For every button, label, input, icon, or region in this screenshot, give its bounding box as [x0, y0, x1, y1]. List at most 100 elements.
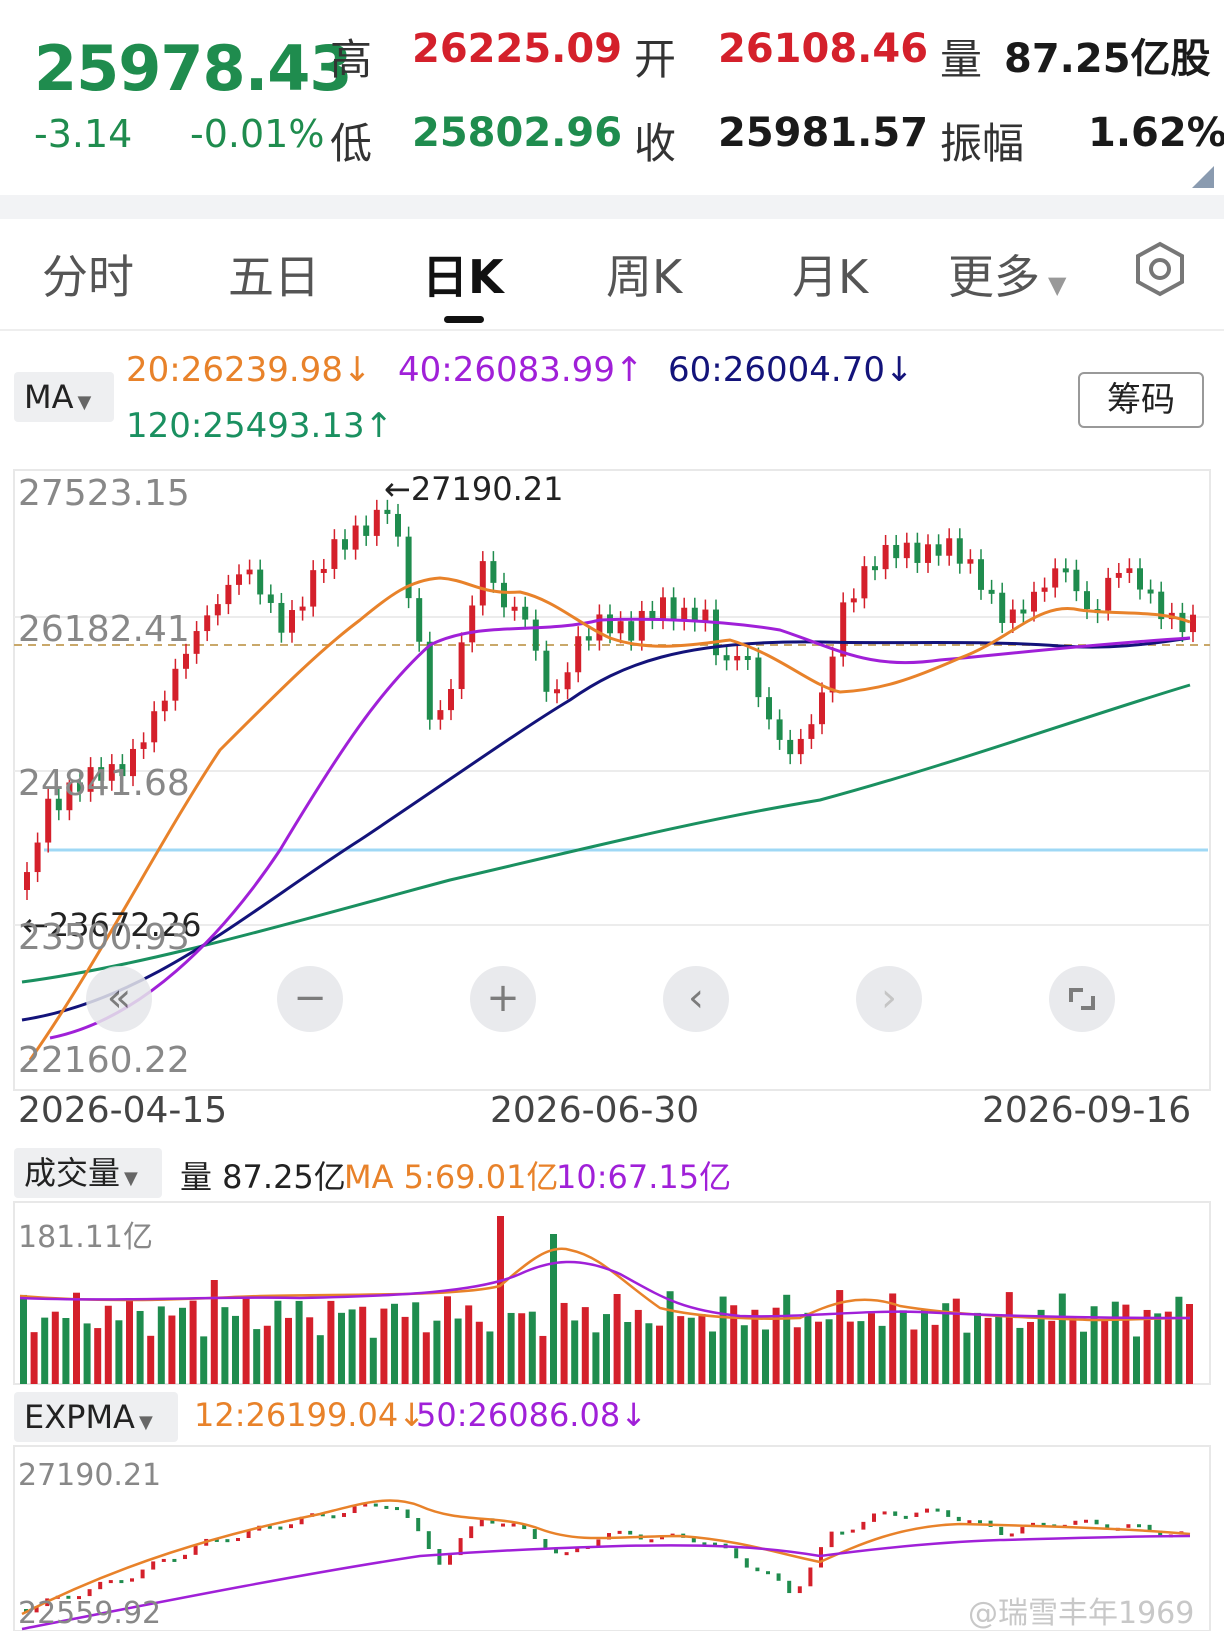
candle	[363, 525, 370, 536]
volume-bar	[709, 1331, 716, 1384]
volume-bar	[507, 1312, 515, 1384]
settings-hexagon-icon[interactable]	[1132, 241, 1188, 297]
zoom-in-button[interactable]: +	[470, 966, 536, 1032]
volume-bar	[1122, 1304, 1130, 1384]
candle	[956, 538, 963, 564]
candle	[77, 782, 83, 792]
candle	[151, 711, 158, 743]
volume-bar	[740, 1325, 748, 1384]
volume-bar	[613, 1294, 621, 1384]
candle	[596, 614, 603, 641]
tab-daily-k[interactable]: 日K	[422, 250, 504, 304]
expma-candle	[543, 1538, 548, 1549]
volume-bar	[285, 1317, 292, 1384]
candle	[755, 657, 762, 698]
candle	[204, 615, 211, 632]
previous-button[interactable]: ‹	[663, 966, 729, 1032]
expma-candle	[1158, 1530, 1163, 1536]
expma-candle	[1126, 1524, 1131, 1528]
ma120-line	[21, 683, 1191, 984]
candle	[1137, 568, 1143, 590]
next-button[interactable]: ›	[856, 966, 922, 1032]
candle	[34, 842, 41, 873]
expma-candle	[1009, 1533, 1014, 1537]
expma-candle	[882, 1511, 887, 1515]
candle	[522, 606, 529, 620]
volume-bar	[1186, 1304, 1193, 1384]
expma-candle	[691, 1537, 696, 1543]
expma-candle	[458, 1538, 463, 1556]
candle	[1031, 591, 1037, 612]
candle	[554, 689, 560, 694]
candle	[607, 614, 613, 634]
candle	[1052, 568, 1059, 588]
candle	[935, 544, 942, 556]
volume-bar	[348, 1309, 356, 1384]
candle	[331, 539, 338, 569]
expma-candle	[850, 1529, 855, 1533]
tab-monthly-k[interactable]: 月K	[792, 250, 869, 304]
expma-candle	[395, 1507, 399, 1511]
expma-candle	[925, 1508, 929, 1513]
expma-candle	[914, 1512, 919, 1517]
ma20-value: 20:26239.98↓	[126, 350, 372, 390]
volume-bar	[454, 1318, 462, 1384]
expand-corner-icon[interactable]	[1192, 166, 1214, 188]
chips-button[interactable]: 筹码	[1078, 372, 1204, 428]
volume-bar	[1101, 1320, 1109, 1384]
candle	[352, 525, 359, 550]
expma-candle	[183, 1554, 187, 1560]
candle	[1041, 587, 1048, 592]
expma-selector[interactable]: EXPMA ▼	[14, 1392, 178, 1442]
expma-candle	[755, 1567, 760, 1572]
tab-five-day[interactable]: 五日	[228, 250, 320, 304]
expma-candle	[596, 1539, 601, 1546]
volume-bar	[242, 1296, 250, 1384]
candle	[130, 748, 136, 777]
candle	[734, 656, 741, 661]
volume-bar	[645, 1323, 653, 1384]
volume-bar	[550, 1234, 557, 1384]
candle	[903, 542, 910, 559]
volume-bar	[592, 1332, 600, 1384]
candle	[744, 656, 751, 661]
volume-selector[interactable]: 成交量 ▼	[14, 1148, 162, 1198]
expma-candle	[713, 1542, 717, 1546]
volume-bar	[846, 1321, 854, 1384]
candle	[1084, 591, 1090, 610]
expma-candle	[246, 1530, 251, 1538]
candle	[723, 655, 730, 661]
expma-chart[interactable]	[0, 1444, 1224, 1631]
ema50-line	[21, 1534, 1191, 1631]
volume-bar	[157, 1306, 165, 1384]
expma-candle	[935, 1508, 940, 1512]
open-label: 开	[634, 35, 677, 84]
zoom-out-button[interactable]: −	[277, 966, 343, 1032]
tab-intraday[interactable]: 分时	[42, 250, 134, 304]
candle	[108, 764, 115, 781]
candle	[426, 641, 433, 720]
y-label-4: 23500.93	[18, 917, 190, 958]
candlestick-chart[interactable]: ←27190.21 ←23672.26	[0, 460, 1224, 1110]
ma60-value: 60:26004.70↓	[668, 350, 914, 390]
volume-bar	[931, 1324, 939, 1384]
volume-bar	[984, 1317, 992, 1384]
volume-value: 87.25亿股	[1004, 36, 1211, 82]
fullscreen-button[interactable]	[1049, 966, 1115, 1032]
candle	[1158, 591, 1165, 620]
volume-bar	[910, 1329, 918, 1384]
candle	[914, 542, 921, 563]
ma-selector[interactable]: MA ▼	[14, 372, 114, 422]
rewind-button[interactable]: «	[86, 966, 152, 1032]
candle	[98, 767, 105, 781]
volume-bar	[698, 1313, 706, 1384]
tab-weekly-k[interactable]: 周K	[606, 250, 683, 304]
expma-candle	[744, 1558, 749, 1568]
tab-more[interactable]: 更多 ▼	[948, 250, 1067, 304]
expma-candle	[1020, 1527, 1025, 1534]
expma-candle	[628, 1530, 633, 1535]
candle	[893, 544, 900, 559]
expma-candle	[320, 1513, 325, 1517]
candle	[289, 610, 295, 633]
volume-chart[interactable]	[0, 1200, 1224, 1390]
